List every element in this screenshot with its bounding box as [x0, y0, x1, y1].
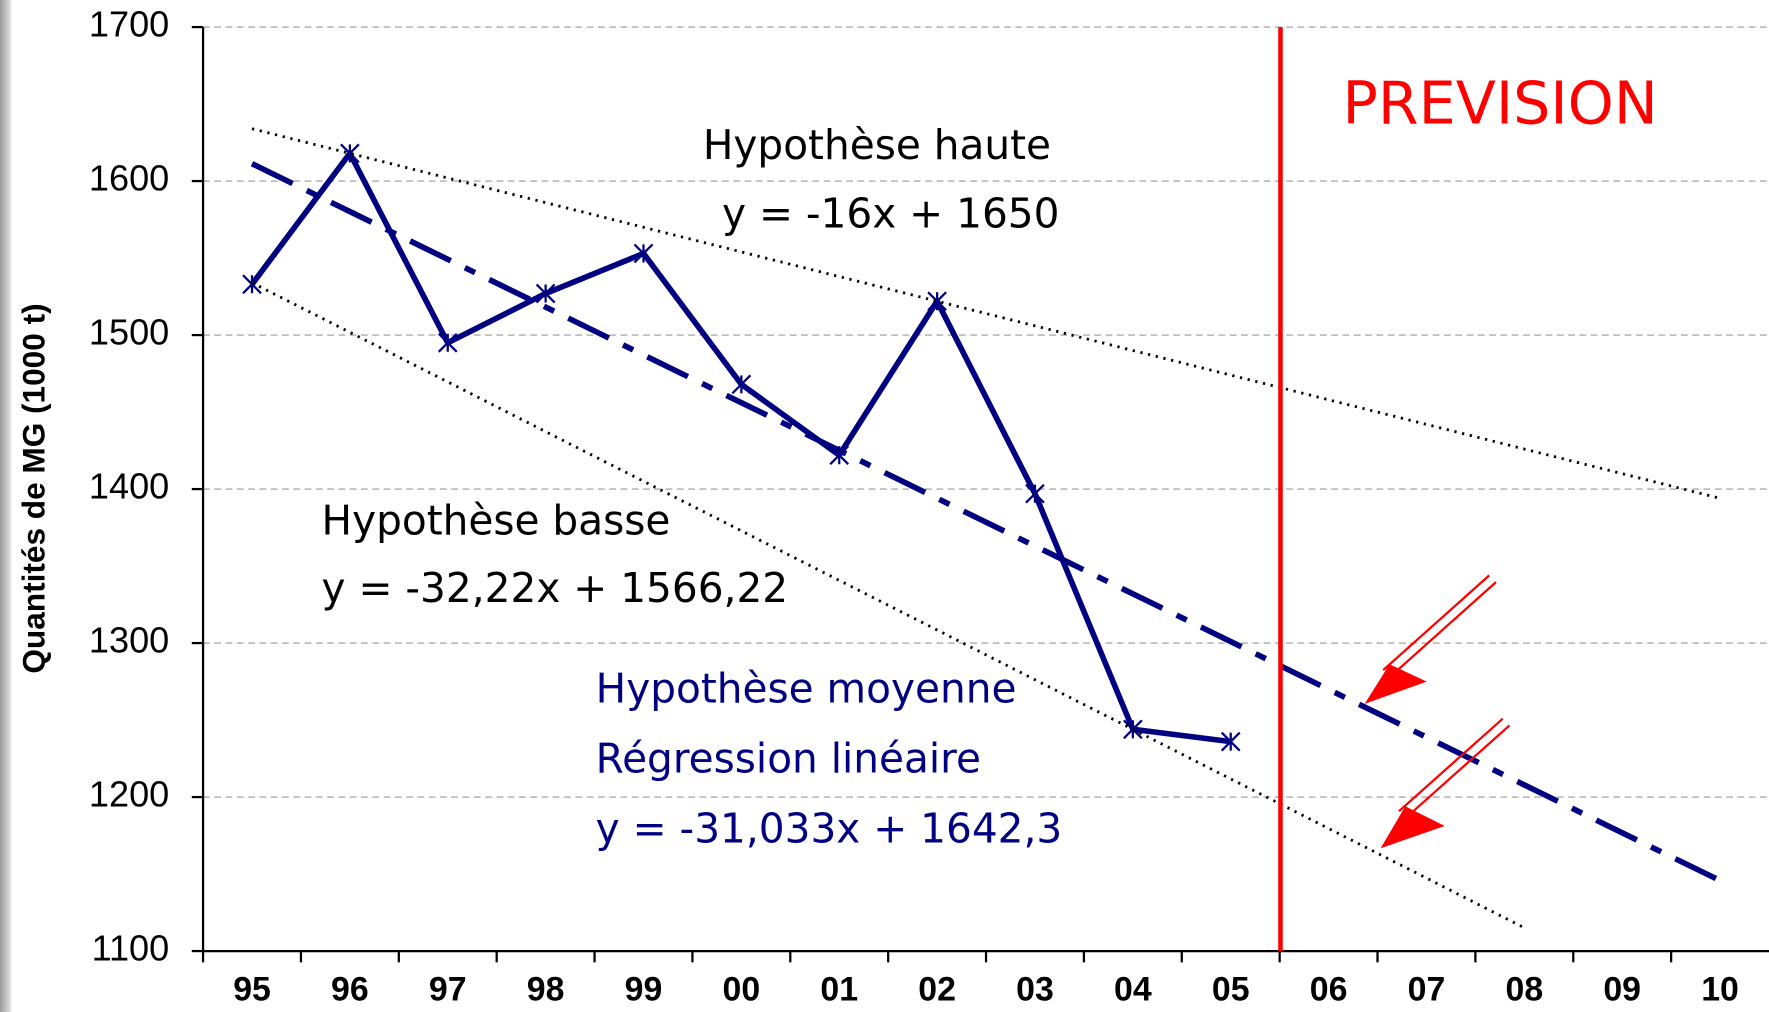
x-tick-label: 98 [527, 971, 565, 1009]
marker [1025, 483, 1045, 504]
x-tick-label: 99 [625, 971, 663, 1009]
annotation: PREVISION [1343, 69, 1658, 137]
x-tick-label: 03 [1016, 971, 1054, 1009]
marker [340, 143, 360, 164]
x-tick-label: 04 [1114, 971, 1152, 1009]
arrow-shaft [1398, 717, 1511, 819]
marker [927, 291, 947, 312]
marker [437, 332, 458, 353]
y-tick-label: 1500 [89, 312, 169, 353]
y-tick-label: 1300 [89, 620, 169, 661]
x-tick-label: 10 [1701, 971, 1739, 1009]
marker [633, 243, 654, 264]
slide-edge [0, 0, 12, 1012]
marker [731, 374, 752, 395]
annotation: y = -32,22x + 1566,22 [322, 564, 789, 612]
y-tick-label: 1600 [89, 158, 169, 199]
x-tick-label: 97 [429, 971, 467, 1009]
x-tick-label: 01 [820, 971, 858, 1009]
marker [535, 283, 556, 304]
series-line [251, 281, 1525, 930]
x-tick-label: 06 [1310, 971, 1348, 1009]
y-tick-label: 1100 [92, 928, 170, 969]
arrows [1364, 574, 1511, 849]
x-tick-label: 95 [233, 971, 271, 1009]
x-tick-label: 08 [1506, 971, 1544, 1009]
annotation: Hypothèse basse [322, 496, 671, 544]
annotation: y = -16x + 1650 [722, 190, 1059, 238]
series-line [249, 150, 1232, 745]
annotation: Hypothèse haute [703, 121, 1051, 169]
x-tick-label: 00 [723, 971, 761, 1009]
x-tick-label: 96 [331, 971, 369, 1009]
arrow-shaft [1382, 574, 1497, 678]
y-tick-label: 1400 [89, 466, 169, 507]
y-axis-label: Quantités de MG (1000 t) [15, 303, 51, 673]
x-tick-label: 05 [1212, 971, 1250, 1009]
annotation: Régression linéaire [596, 735, 981, 783]
series-line [251, 127, 1721, 500]
y-tick-label: 1200 [89, 774, 169, 815]
arrow-head [1364, 664, 1427, 704]
arrow-head [1380, 806, 1445, 849]
series-line [250, 161, 1722, 884]
annotation: y = -31,033x + 1642,3 [596, 804, 1063, 852]
annotation: Hypothèse moyenne [596, 665, 1017, 713]
x-tick-label: 09 [1603, 971, 1641, 1009]
y-tick-label: 1700 [89, 4, 169, 45]
x-tick-label: 02 [918, 971, 956, 1009]
x-tick-label: 07 [1408, 971, 1446, 1009]
marker [1220, 731, 1241, 752]
